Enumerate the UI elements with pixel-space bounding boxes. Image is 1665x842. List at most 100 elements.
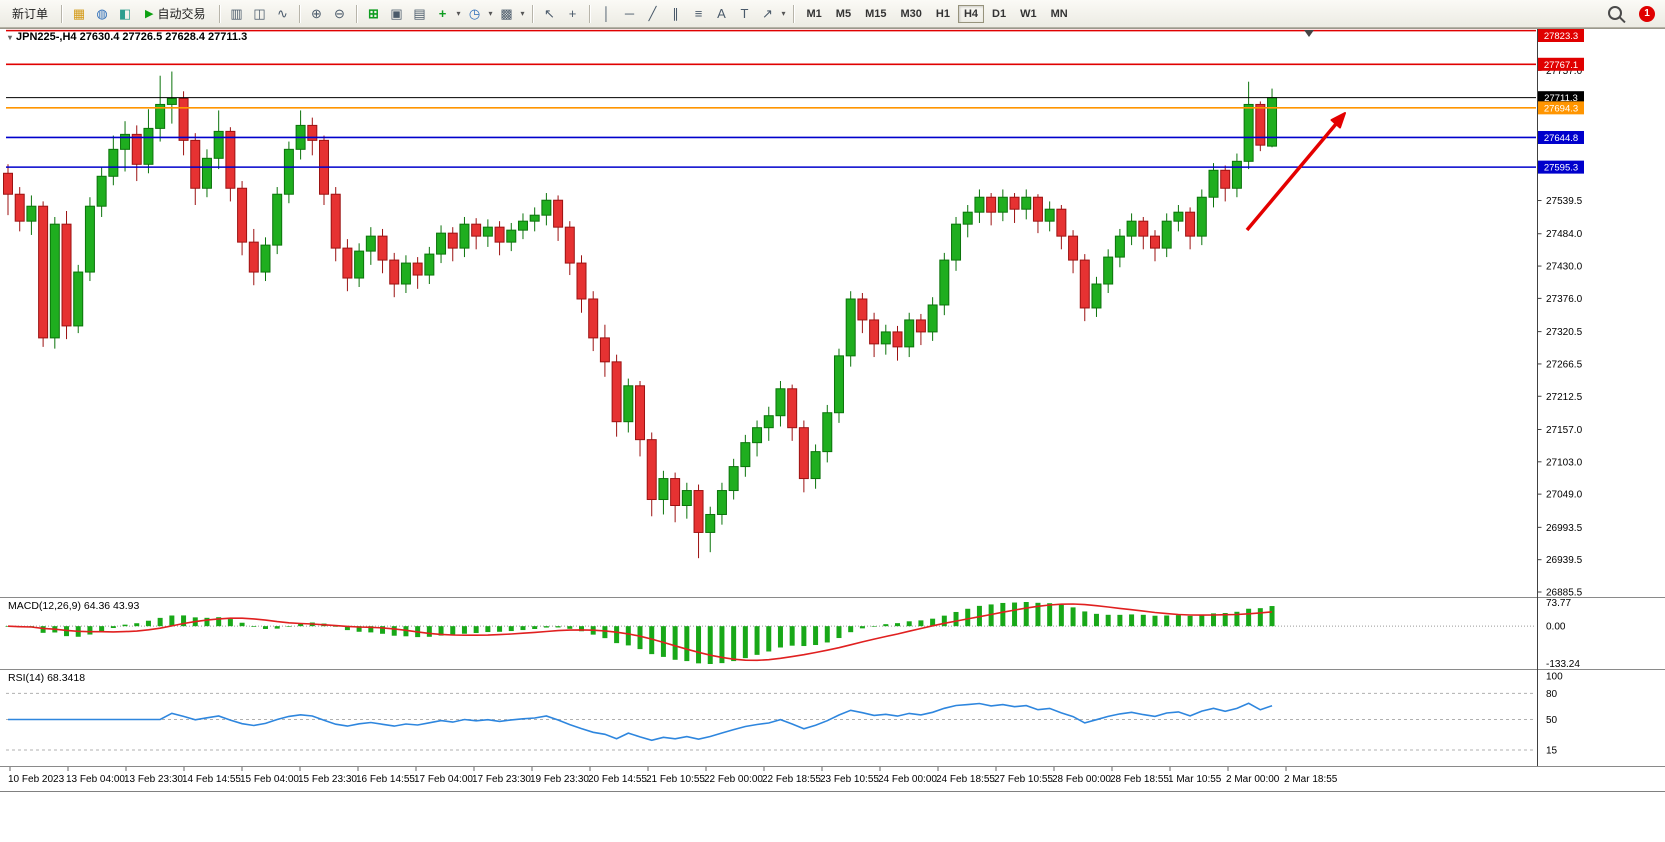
svg-text:15 Feb 04:00: 15 Feb 04:00 [240,774,299,785]
svg-text:23 Feb 10:55: 23 Feb 10:55 [820,774,879,785]
fibonacci-icon[interactable]: ≡ [688,4,710,24]
svg-text:24 Feb 00:00: 24 Feb 00:00 [878,774,937,785]
dropdown-arrow-icon[interactable]: ▾ [488,9,493,18]
svg-text:20 Feb 14:55: 20 Feb 14:55 [588,774,647,785]
text-tool-icon[interactable]: A [711,4,733,24]
cursor-icon[interactable]: ↖ [539,4,561,24]
svg-text:27484.0: 27484.0 [1546,229,1583,240]
svg-text:27430.0: 27430.0 [1546,262,1583,273]
svg-text:26885.5: 26885.5 [1546,588,1583,599]
svg-text:15 Feb 23:30: 15 Feb 23:30 [298,774,357,785]
chart-menu-icon[interactable]: ▾ [8,32,13,42]
auto-trading-label: 自动交易 [157,7,206,21]
svg-text:2 Mar 18:55: 2 Mar 18:55 [1284,774,1338,785]
cascade-windows-icon[interactable]: ▣ [386,4,408,24]
price-axis: 27811.027757.027703.027648.527594.527539… [1537,34,1583,599]
svg-text:27823.3: 27823.3 [1544,31,1578,42]
search-icon[interactable] [1608,5,1622,20]
svg-text:27320.5: 27320.5 [1546,327,1583,338]
period-clock-icon[interactable]: ◷ [464,4,486,24]
candlestick-chart-icon[interactable]: ◫ [249,4,271,24]
svg-text:0.00: 0.00 [1546,622,1566,633]
svg-text:-133.24: -133.24 [1546,659,1580,670]
crosshair-icon[interactable]: + [562,4,584,24]
label-tool-icon[interactable]: T [734,4,756,24]
svg-text:27694.3: 27694.3 [1544,103,1578,114]
svg-text:22 Feb 00:00: 22 Feb 00:00 [704,774,763,785]
chart-title: ▾ JPN225-,H4 27630.4 27726.5 27628.4 277… [8,31,247,43]
horizontal-line-objects[interactable] [6,29,1536,168]
svg-text:28 Feb 18:55: 28 Feb 18:55 [1110,774,1169,785]
svg-text:27539.5: 27539.5 [1546,196,1583,207]
svg-text:22 Feb 18:55: 22 Feb 18:55 [762,774,821,785]
svg-text:28 Feb 00:00: 28 Feb 00:00 [1052,774,1111,785]
svg-text:17 Feb 04:00: 17 Feb 04:00 [414,774,473,785]
svg-text:100: 100 [1546,672,1563,683]
svg-text:13 Feb 04:00: 13 Feb 04:00 [66,774,125,785]
rsi-label: RSI(14) 68.3418 [8,672,86,684]
svg-text:19 Feb 23:30: 19 Feb 23:30 [530,774,589,785]
svg-text:24 Feb 18:55: 24 Feb 18:55 [936,774,995,785]
play-icon: ▶ [145,8,154,20]
dropdown-arrow-icon[interactable]: ▾ [520,9,525,18]
arrange-windows-icon[interactable]: ▤ [409,4,431,24]
toolbar-separator [61,4,64,23]
chart-title-text: JPN225-,H4 27630.4 27726.5 27628.4 27711… [16,31,248,43]
svg-text:27157.0: 27157.0 [1546,425,1583,436]
svg-text:27049.0: 27049.0 [1546,490,1583,501]
bar-chart-icon[interactable]: ▥ [226,4,248,24]
channel-icon[interactable]: ∥ [665,4,687,24]
timeframe-m15[interactable]: M15 [859,5,892,23]
trendline-icon[interactable]: ╱ [642,4,664,24]
svg-text:27212.5: 27212.5 [1546,392,1583,403]
toolbar: 新订单 ▦ ◍ ◧ ▶ 自动交易 ▥ ◫ ∿ ⊕ ⊖ ⊞ ▣ ▤ + ▾ ◷ ▾… [0,0,1665,28]
notification-badge[interactable]: 1 [1639,5,1655,22]
svg-text:27711.3: 27711.3 [1544,93,1578,104]
new-order-button[interactable]: 新订单 [4,1,56,26]
new-chart-icon[interactable]: + [432,4,454,24]
dropdown-arrow-icon[interactable]: ▾ [456,9,461,18]
timeframe-m30[interactable]: M30 [894,5,927,23]
macd-label: MACD(12,26,9) 64.36 43.93 [8,600,140,612]
timeframe-h1[interactable]: H1 [930,5,956,23]
horizontal-line-icon[interactable]: ─ [619,4,641,24]
timeframe-d1[interactable]: D1 [986,5,1012,23]
timeframe-m1[interactable]: M1 [801,5,828,23]
timeframe-h4[interactable]: H4 [957,5,984,23]
shapes-tool-icon[interactable]: ↗ [757,4,779,24]
svg-text:27266.5: 27266.5 [1546,359,1583,370]
svg-text:15: 15 [1546,745,1558,756]
dropdown-arrow-icon[interactable]: ▾ [781,9,786,18]
auto-trading-button[interactable]: ▶ 自动交易 [137,1,213,26]
market-watch-icon[interactable]: ▦ [68,4,90,24]
tile-windows-icon[interactable]: ⊞ [363,4,385,24]
svg-text:27 Feb 10:55: 27 Feb 10:55 [994,774,1053,785]
svg-text:80: 80 [1546,689,1558,700]
zoom-out-icon[interactable]: ⊖ [329,4,351,24]
svg-text:1 Mar 10:55: 1 Mar 10:55 [1168,774,1222,785]
timeframe-mn[interactable]: MN [1045,5,1074,23]
line-chart-icon[interactable]: ∿ [272,4,294,24]
template-icon[interactable]: ▩ [496,4,518,24]
toolbar-separator [355,4,358,23]
toolbar-separator [588,4,591,23]
svg-text:14 Feb 14:55: 14 Feb 14:55 [182,774,241,785]
toolbar-separator [298,4,301,23]
svg-text:27767.1: 27767.1 [1544,60,1578,71]
svg-text:27376.0: 27376.0 [1546,294,1583,305]
zoom-in-icon[interactable]: ⊕ [306,4,328,24]
timeframe-w1[interactable]: W1 [1014,5,1043,23]
vertical-line-icon[interactable]: │ [596,4,618,24]
svg-text:27595.3: 27595.3 [1544,163,1578,174]
candlestick-series[interactable] [3,71,1278,559]
svg-text:16 Feb 14:55: 16 Feb 14:55 [356,774,415,785]
terminal-icon[interactable]: ◧ [114,4,136,24]
navigator-icon[interactable]: ◍ [91,4,113,24]
toolbar-separator [531,4,534,23]
timeframe-m5[interactable]: M5 [830,5,857,23]
trend-arrow-annotation[interactable] [1245,112,1346,232]
